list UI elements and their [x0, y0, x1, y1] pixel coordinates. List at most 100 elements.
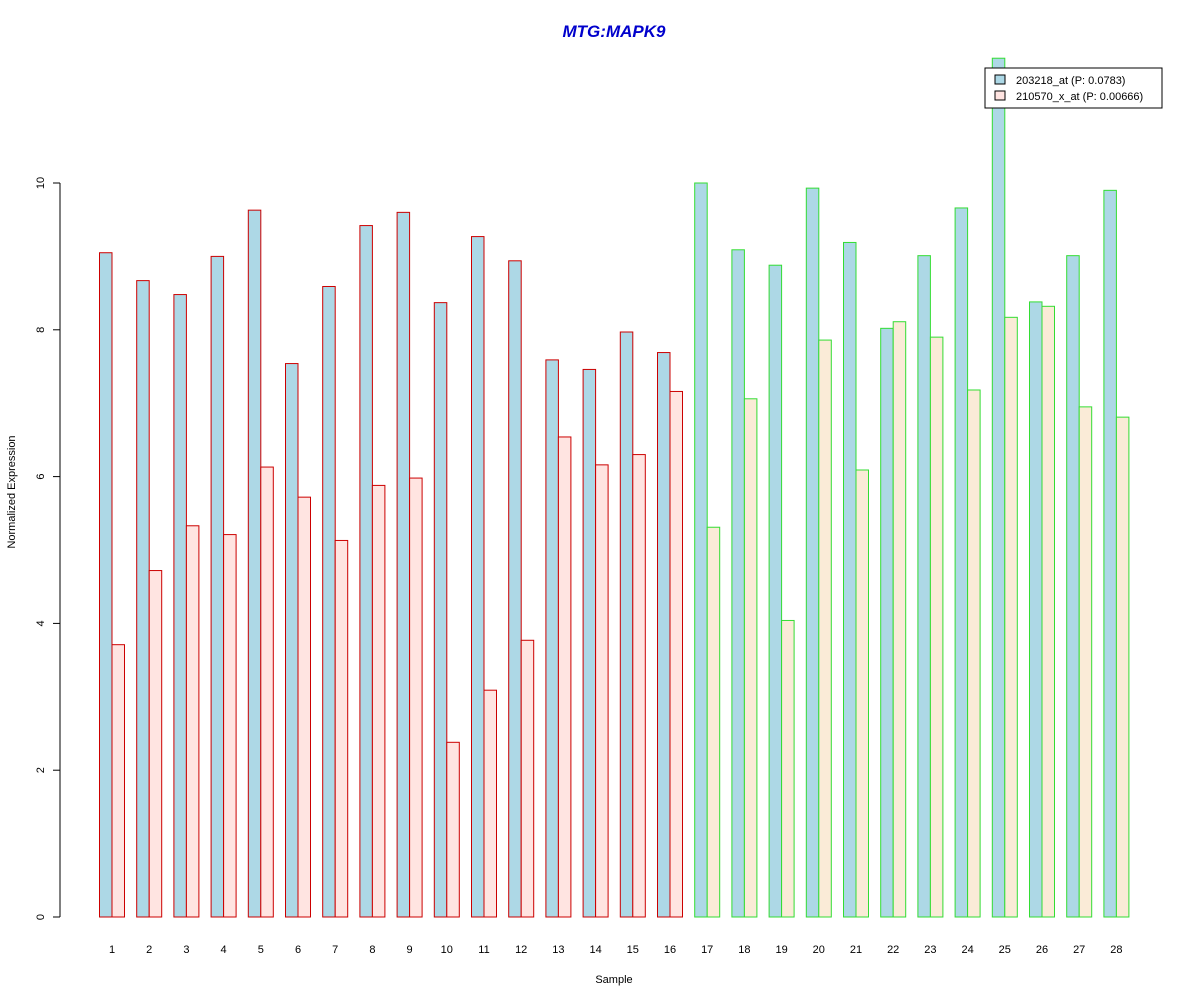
- chart-title: MTG:MAPK9: [563, 22, 666, 41]
- bar-210570-sample-17: [706, 526, 721, 918]
- y-tick-label: 6: [35, 474, 47, 480]
- bars-group: [99, 57, 1130, 918]
- x-tick-label: 14: [589, 944, 601, 956]
- x-tick-label: 24: [961, 944, 973, 956]
- bar-210570-sample-24: [967, 389, 981, 918]
- bar-203218-sample-17: [694, 182, 708, 918]
- legend-entry-203218: 203218_at (P: 0.0783): [1016, 75, 1125, 87]
- x-tick-label: 15: [627, 944, 639, 956]
- x-tick-label: 7: [332, 944, 338, 956]
- bar-210570-sample-22: [892, 321, 907, 918]
- bar-203218-sample-11: [471, 236, 485, 918]
- x-tick-label: 11: [478, 944, 489, 956]
- x-tick-label: 23: [924, 944, 936, 956]
- bar-203218-sample-13: [545, 359, 559, 918]
- bar-203218-sample-24: [954, 207, 969, 918]
- bar-203218-sample-26: [1029, 301, 1043, 918]
- bar-203218-sample-21: [843, 241, 857, 918]
- bar-210570-sample-28: [1115, 416, 1130, 918]
- x-tick-label: 18: [738, 944, 750, 956]
- bar-210570-sample-10: [446, 741, 460, 918]
- x-tick-label: 4: [221, 944, 227, 956]
- bar-203218-sample-27: [1066, 255, 1080, 918]
- y-tick-label: 8: [35, 327, 47, 333]
- y-axis: 0 2 4 6 8 10: [35, 177, 61, 920]
- bar-203218-sample-16: [657, 352, 671, 918]
- legend-swatch-210570: [994, 90, 1006, 101]
- bar-210570-sample-13: [557, 436, 572, 918]
- bar-210570-sample-26: [1041, 305, 1055, 918]
- bar-210570-sample-11: [483, 689, 497, 918]
- bar-210570-sample-21: [855, 469, 869, 918]
- bar-210570-sample-19: [781, 619, 795, 918]
- bar-203218-sample-18: [731, 249, 745, 918]
- bar-210570-sample-8: [371, 484, 386, 918]
- x-tick-label: 20: [813, 944, 825, 956]
- bar-203218-sample-10: [433, 302, 448, 918]
- bar-203218-sample-8: [359, 225, 373, 918]
- bar-210570-sample-27: [1078, 406, 1093, 918]
- bar-203218-sample-3: [173, 294, 187, 918]
- x-tick-label: 28: [1110, 944, 1122, 956]
- x-tick-label: 13: [552, 944, 564, 956]
- legend: 203218_at (P: 0.0783) 210570_x_at (P: 0.…: [984, 67, 1163, 109]
- x-tick-label: 16: [664, 944, 676, 956]
- x-tick-label: 22: [887, 944, 899, 956]
- y-tick-label: 4: [35, 620, 47, 626]
- x-tick-label: 19: [775, 944, 787, 956]
- bar-210570-sample-5: [260, 466, 274, 918]
- bar-203218-sample-15: [619, 331, 634, 918]
- bar-203218-sample-2: [136, 280, 150, 918]
- x-tick-label: 25: [999, 944, 1011, 956]
- x-tick-label: 21: [850, 944, 862, 956]
- bar-203218-sample-9: [396, 211, 411, 918]
- bar-203218-sample-5: [247, 209, 262, 918]
- legend-swatch-203218: [994, 74, 1006, 85]
- bar-203218-sample-28: [1103, 189, 1117, 918]
- bar-210570-sample-20: [818, 339, 832, 918]
- bar-210570-sample-9: [409, 477, 423, 918]
- bar-210570-sample-15: [632, 454, 646, 918]
- bar-210570-sample-14: [595, 464, 609, 918]
- y-tick-label: 10: [35, 177, 47, 189]
- bar-203218-sample-19: [768, 264, 783, 918]
- bar-210570-sample-1: [111, 644, 125, 918]
- bar-203218-sample-23: [917, 255, 931, 918]
- bar-210570-sample-16: [669, 390, 683, 918]
- bar-210570-sample-6: [297, 496, 311, 918]
- bar-210570-sample-4: [223, 534, 237, 918]
- bar-210570-sample-25: [1004, 316, 1018, 918]
- bar-210570-sample-12: [520, 639, 535, 918]
- y-tick-label: 0: [35, 914, 47, 920]
- bar-210570-sample-7: [334, 539, 349, 918]
- x-tick-label: 27: [1073, 944, 1085, 956]
- bar-203218-sample-4: [210, 255, 225, 918]
- x-tick-label: 3: [183, 944, 189, 956]
- bar-203218-sample-20: [805, 187, 820, 918]
- legend-entry-210570: 210570_x_at (P: 0.00666): [1016, 91, 1143, 103]
- x-tick-label: 6: [295, 944, 301, 956]
- bar-203218-sample-6: [285, 363, 299, 918]
- bar-203218-sample-12: [508, 260, 522, 918]
- y-axis-label: Normalized Expression: [6, 435, 18, 548]
- bar-203218-sample-25: [991, 57, 1006, 918]
- bar-210570-sample-23: [929, 336, 944, 918]
- bar-203218-sample-7: [322, 285, 336, 918]
- x-tick-label: 8: [369, 944, 375, 956]
- y-tick-label: 2: [35, 767, 47, 773]
- bar-203218-sample-22: [880, 327, 894, 918]
- bar-210570-sample-2: [148, 570, 163, 918]
- x-tick-label: 2: [146, 944, 152, 956]
- x-tick-label: 26: [1036, 944, 1048, 956]
- x-tick-label: 9: [407, 944, 413, 956]
- legend-box: [984, 67, 1163, 109]
- x-axis: 1 2 3 4 5 6 7 8 9 10 11 12 13 14 15 16 17 18 19 20 21 22 23 24 2…: [109, 944, 1123, 956]
- x-tick-label: 12: [515, 944, 527, 956]
- x-tick-label: 5: [258, 944, 264, 956]
- x-tick-label: 17: [701, 944, 713, 956]
- x-tick-label: 10: [441, 944, 453, 956]
- x-tick-label: 1: [109, 944, 115, 956]
- x-axis-label: Sample: [595, 974, 632, 986]
- bar-203218-sample-1: [99, 252, 113, 918]
